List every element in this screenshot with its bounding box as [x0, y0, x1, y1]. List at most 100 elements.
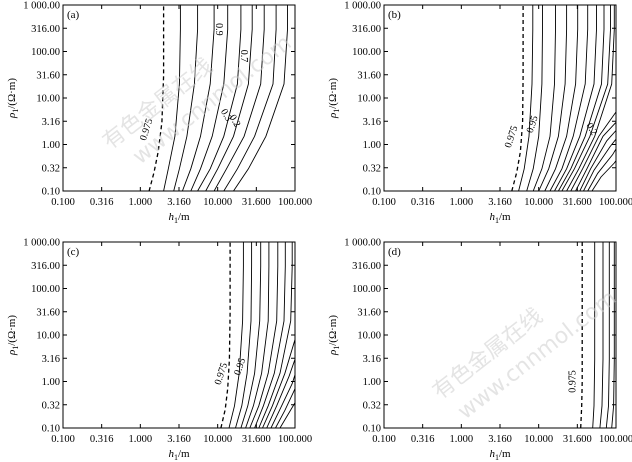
- x-tick-label: 100.000: [599, 434, 632, 445]
- x-tick-label: 3.160: [488, 197, 512, 208]
- y-axis-label: ρ1/(Ω·m): [327, 315, 341, 356]
- contour-line: [163, 5, 181, 191]
- contour-group: [580, 242, 615, 428]
- panel-c: 0.100 0.316 1.000 3.160 10.000 31.600 100.000 0…: [6, 238, 312, 462]
- y-axis-label-sub: 1: [332, 109, 341, 113]
- x-tick-label: 31.600: [242, 197, 271, 208]
- y-tick-label: 1 000.00: [344, 1, 381, 12]
- contour-line: [254, 242, 286, 428]
- watermark: 有色金属在线 www.cnnmol.com 有色金属在线 www.cnnmol.…: [98, 31, 621, 425]
- y-axis-label: ρ1/(Ω·m): [327, 78, 341, 119]
- y-tick-label: 0.32: [363, 400, 381, 411]
- y-axis-label-var: ρ: [327, 350, 339, 356]
- x-axis-label-sub: 1: [174, 453, 178, 462]
- x-axis-label-unit: /m: [178, 211, 190, 223]
- y-tick-label: 31.60: [357, 70, 381, 81]
- contour-line: [240, 242, 262, 428]
- y-tick-label: 0.32: [42, 163, 60, 174]
- x-tick-label: 0.100: [51, 197, 75, 208]
- panel-label: (c): [67, 246, 80, 258]
- contour-line: [526, 5, 543, 191]
- contour-label: 0.3: [218, 107, 234, 123]
- contour-label: 0.95: [525, 114, 541, 134]
- x-tick-label: 1.000: [450, 434, 474, 445]
- contour-line: [532, 5, 556, 191]
- y-axis-label-unit: /(Ω·m): [6, 315, 18, 346]
- x-tick-label: 100.000: [278, 434, 312, 445]
- x-tick-label: 100.000: [278, 197, 312, 208]
- contour-label: 0.95: [232, 357, 248, 377]
- y-tick-label: 3.16: [42, 117, 60, 128]
- contour-label: 0.975: [503, 125, 520, 150]
- contour-line: [181, 5, 215, 191]
- contour-line: [197, 5, 242, 191]
- panel-b: 0.100 0.316 1.000 3.160 10.000 31.600 100.000 0…: [327, 1, 632, 226]
- x-tick-label: 10.000: [203, 434, 232, 445]
- contour-line: [275, 388, 295, 428]
- y-tick-label: 1.00: [363, 377, 381, 388]
- y-axis-label-var: ρ: [6, 113, 18, 119]
- contour-line: [205, 5, 253, 191]
- y-tick-label: 100.00: [31, 284, 60, 295]
- x-axis-label-var: h: [168, 211, 174, 223]
- x-tick-label: 100.000: [599, 197, 632, 208]
- y-tick-label: 1 000.00: [23, 1, 60, 12]
- x-axis-label-unit: /m: [499, 448, 511, 460]
- contour-line: [587, 148, 616, 191]
- contour-label: 0.9: [213, 23, 224, 36]
- x-axis-label-var: h: [489, 211, 495, 223]
- x-tick-label: 1.000: [129, 197, 153, 208]
- x-axis-label-unit: /m: [178, 448, 190, 460]
- y-axis-label-sub: 1: [11, 109, 20, 113]
- y-tick-label: 0.10: [363, 424, 381, 435]
- x-axis-label: h1/m: [168, 448, 190, 462]
- y-axis-label-unit: /(Ω·m): [327, 315, 339, 346]
- contour-line: [228, 242, 244, 428]
- x-tick-label: 3.160: [488, 434, 512, 445]
- contour-line: [173, 5, 199, 191]
- x-tick-label: 31.600: [563, 197, 592, 208]
- y-tick-label: 10.00: [357, 94, 381, 105]
- y-tick-label: 3.16: [42, 354, 60, 365]
- contour-line: [575, 121, 616, 191]
- contour-dashed-line: [511, 5, 524, 191]
- y-axis-label: ρ1/(Ω·m): [6, 315, 20, 356]
- x-axis-label-var: h: [168, 448, 174, 460]
- contour-line: [605, 242, 610, 428]
- y-axis-label: ρ1/(Ω·m): [6, 78, 20, 119]
- panel-label: (a): [67, 9, 80, 21]
- contour-line: [549, 5, 589, 191]
- x-tick-label: 0.316: [90, 434, 114, 445]
- x-axis-label-var: h: [489, 448, 495, 460]
- y-axis-label-sub: 1: [332, 346, 341, 350]
- y-axis-label-sub: 1: [11, 346, 20, 350]
- contour-line: [599, 242, 604, 428]
- contour-line: [235, 242, 253, 428]
- contour-label: 0.7: [238, 50, 249, 63]
- y-tick-label: 1 000.00: [344, 238, 381, 249]
- contour-group: [148, 5, 288, 191]
- contour-line: [538, 5, 568, 191]
- x-tick-label: 10.000: [203, 197, 232, 208]
- contour-line: [266, 359, 295, 428]
- x-axis-label-sub: 1: [174, 216, 178, 225]
- x-tick-label: 0.100: [372, 434, 396, 445]
- contour-line: [570, 111, 616, 191]
- x-tick-label: 31.600: [242, 434, 271, 445]
- x-axis-label: h1/m: [489, 448, 511, 462]
- contour-line: [518, 5, 534, 191]
- contour-line: [566, 5, 615, 191]
- y-tick-label: 3.16: [363, 117, 381, 128]
- x-tick-label: 3.160: [167, 434, 191, 445]
- y-tick-label: 0.10: [42, 424, 60, 435]
- contour-line: [558, 5, 605, 191]
- contour-line: [223, 5, 277, 191]
- y-axis-label-unit: /(Ω·m): [6, 78, 18, 109]
- x-axis-label-sub: 1: [495, 216, 499, 225]
- panel-label: (d): [388, 246, 401, 258]
- contour-line: [245, 242, 270, 428]
- y-axis-label-var: ρ: [6, 350, 18, 356]
- y-tick-label: 0.10: [42, 187, 60, 198]
- y-tick-label: 100.00: [352, 47, 381, 58]
